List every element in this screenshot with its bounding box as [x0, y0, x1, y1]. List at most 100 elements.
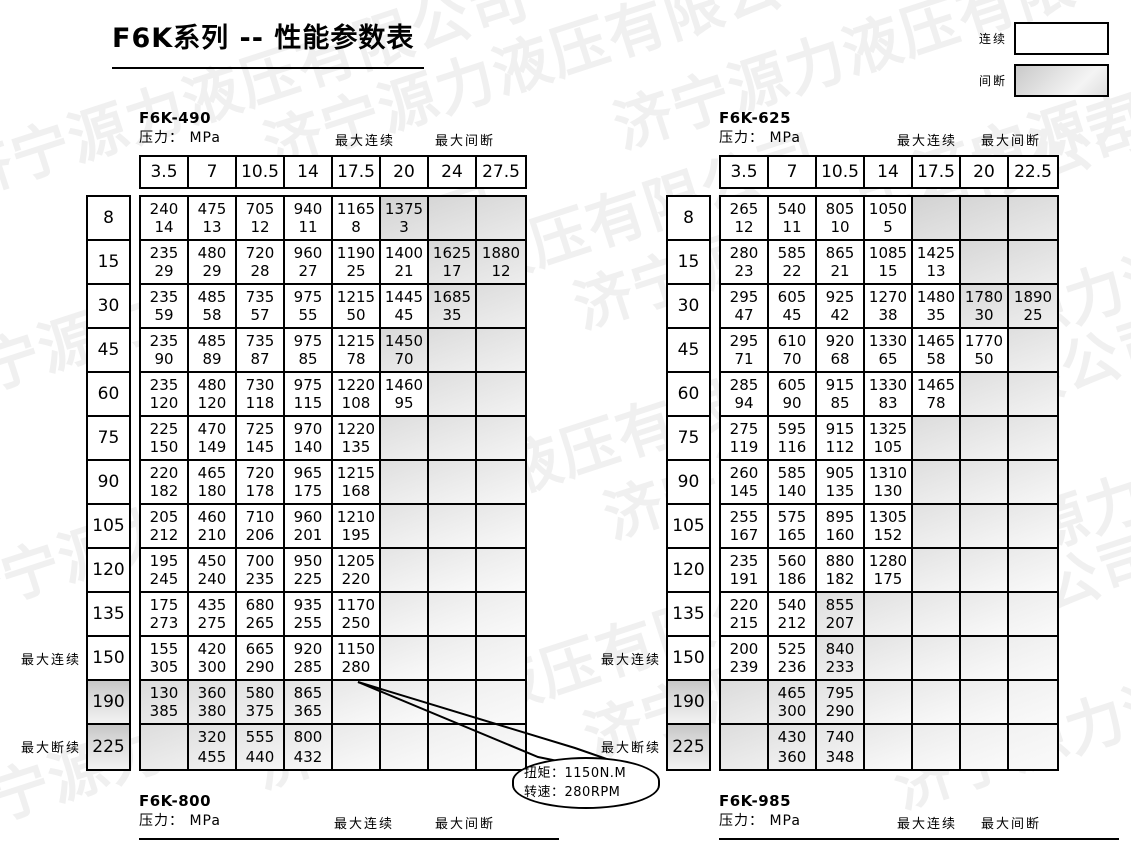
data-cell	[961, 725, 1009, 769]
data-cell	[1009, 373, 1057, 415]
speed-row-label: 135	[668, 593, 709, 637]
cell-speed-value: 10	[830, 218, 850, 236]
cell-torque-value: 865	[293, 684, 323, 702]
stub-name-1: F6K-985	[719, 792, 792, 810]
data-cell: 285 94	[721, 373, 769, 415]
data-cell: 1445 45	[381, 285, 429, 327]
cell-torque-value: 880	[825, 552, 855, 570]
data-cell: 970 140	[285, 417, 333, 459]
data-cell	[477, 637, 525, 679]
data-cell	[721, 681, 769, 723]
cell-speed-value: 28	[250, 262, 270, 280]
cell-torque-value: 720	[245, 244, 275, 262]
cell-speed-value: 21	[394, 262, 414, 280]
cell-torque-value: 480	[197, 376, 227, 394]
data-cell	[865, 593, 913, 635]
cell-speed-value: 186	[777, 570, 807, 588]
legend-swatch-continuous	[1014, 22, 1109, 55]
table-row: 235 59 485 58 735 57 975 55 1215 50 1445 45 1685 35	[141, 285, 525, 329]
cell-torque-value: 205	[149, 508, 179, 526]
cell-speed-value: 245	[149, 570, 179, 588]
cell-torque-value: 1270	[868, 288, 908, 306]
data-cell: 960 27	[285, 241, 333, 283]
cell-torque-value: 475	[197, 200, 227, 218]
data-cell: 450 240	[189, 549, 237, 591]
cell-torque-value: 960	[293, 508, 323, 526]
speed-row-label: 90	[668, 461, 709, 505]
data-cell	[477, 285, 525, 327]
stub-unit-1: 压力： MPa	[719, 813, 801, 829]
cell-speed-value: 175	[293, 482, 323, 500]
data-cell: 235 29	[141, 241, 189, 283]
data-cell	[429, 637, 477, 679]
cell-speed-value: 85	[830, 394, 850, 412]
cell-torque-value: 595	[777, 420, 807, 438]
cell-speed-value: 380	[197, 702, 227, 720]
cell-torque-value: 1205	[336, 552, 376, 570]
cell-torque-value: 235	[729, 552, 759, 570]
table-header-f6k-490: F6K-490 压力： MPa 最大连续 最大间断	[139, 110, 493, 150]
cell-torque-value: 1460	[384, 376, 424, 394]
cell-speed-value: 168	[341, 482, 371, 500]
data-cell: 175 273	[141, 593, 189, 635]
data-cell: 1170 250	[333, 593, 381, 635]
data-cell	[1009, 197, 1057, 239]
data-cell	[429, 461, 477, 503]
data-cell: 735 57	[237, 285, 285, 327]
cell-torque-value: 1050	[868, 200, 908, 218]
cell-speed-value: 14	[154, 218, 174, 236]
cell-speed-value: 78	[346, 350, 366, 368]
cell-torque-value: 855	[825, 596, 855, 614]
legend-label-continuous: 连续	[978, 32, 1007, 46]
data-cell: 1330 65	[865, 329, 913, 371]
speed-row-label: 8	[668, 197, 709, 241]
cell-speed-value: 300	[777, 702, 807, 720]
data-cell	[1009, 637, 1057, 679]
speed-row-label: 75	[668, 417, 709, 461]
cell-torque-value: 1210	[336, 508, 376, 526]
data-grid-f6k-490: 240 14 475 13 705 12 940 11 1165 8 1375 3 235 29 480 29…	[139, 195, 527, 771]
cell-torque-value: 680	[245, 596, 275, 614]
data-cell: 1625 17	[429, 241, 477, 283]
cell-speed-value: 290	[245, 658, 275, 676]
cell-speed-value: 29	[202, 262, 222, 280]
data-cell	[961, 681, 1009, 723]
cell-speed-value: 115	[293, 394, 323, 412]
data-cell: 1685 35	[429, 285, 477, 327]
data-cell: 235 191	[721, 549, 769, 591]
data-cell	[1009, 593, 1057, 635]
cell-torque-value: 235	[149, 244, 179, 262]
table-header-f6k-625: F6K-625 压力： MPa 最大连续 最大间断	[719, 110, 1039, 150]
table-row: 225 150 470 149 725 145 970 140 1220 135	[141, 417, 525, 461]
table-row: 155 305 420 300 665 290 920 285 1150 280	[141, 637, 525, 681]
speed-row-label: 190	[668, 681, 709, 725]
data-cell: 460 210	[189, 505, 237, 547]
cell-torque-value: 665	[245, 640, 275, 658]
cell-torque-value: 1170	[336, 596, 376, 614]
data-cell: 1375 3	[381, 197, 429, 239]
data-cell	[1009, 681, 1057, 723]
cell-speed-value: 22	[782, 262, 802, 280]
cell-torque-value: 1375	[384, 200, 424, 218]
table-row: 295 47 605 45 925 42 1270 38 1480 35 1780 30 1890 25	[721, 285, 1057, 329]
cell-torque-value: 360	[197, 684, 227, 702]
data-cell	[913, 725, 961, 769]
pressure-header-cell: 3.5	[721, 157, 769, 187]
data-cell: 235 120	[141, 373, 189, 415]
cell-speed-value: 71	[734, 350, 754, 368]
data-cell: 950 225	[285, 549, 333, 591]
data-cell: 275 119	[721, 417, 769, 459]
table-row: 285 94 605 90 915 85 1330 83 1465 78	[721, 373, 1057, 417]
data-cell	[913, 197, 961, 239]
cell-speed-value: 225	[293, 570, 323, 588]
cell-torque-value: 225	[149, 420, 179, 438]
data-cell: 965 175	[285, 461, 333, 503]
cell-speed-value: 78	[926, 394, 946, 412]
data-cell: 710 206	[237, 505, 285, 547]
cell-speed-value: 11	[782, 218, 802, 236]
cell-torque-value: 485	[197, 332, 227, 350]
cell-torque-value: 1215	[336, 332, 376, 350]
cell-speed-value: 112	[825, 438, 855, 456]
cell-torque-value: 935	[293, 596, 323, 614]
data-cell: 1880 12	[477, 241, 525, 283]
